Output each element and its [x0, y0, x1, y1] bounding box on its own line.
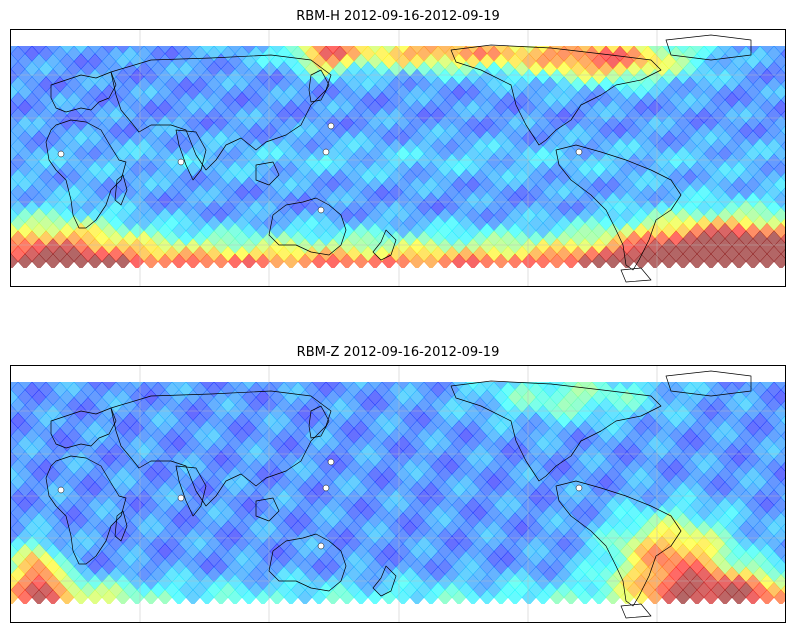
landmass-antarcticPeninsula: [620, 603, 652, 619]
landmass-newZealand: [372, 565, 397, 597]
landmass-greenland: [665, 370, 752, 397]
map-title-top: RBM-H 2012-09-16-2012-09-19: [296, 9, 500, 24]
landmass-southAmerica: [555, 144, 682, 271]
landmass-asia: [110, 54, 332, 171]
landmass-borneo: [255, 161, 280, 186]
landmass-sriLankaIndia: [175, 129, 207, 181]
landmass-madagascar: [114, 174, 128, 206]
landmass-africa: [45, 119, 127, 229]
map-panel-top: [10, 29, 786, 287]
graticule: [11, 30, 785, 286]
landmass-northAmerica: [450, 380, 662, 482]
map-panel-bottom: [10, 365, 786, 623]
map-title-bottom: RBM-Z 2012-09-16-2012-09-19: [296, 345, 500, 360]
landmass-japan: [308, 69, 330, 103]
landmass-asia: [110, 390, 332, 507]
landmass-antarcticPeninsula: [620, 267, 652, 283]
landmass-africa: [45, 455, 127, 565]
landmass-sriLankaIndia: [175, 465, 207, 517]
landmass-northAmerica: [450, 44, 662, 146]
landmass-japan: [308, 405, 330, 439]
data-field: [11, 46, 785, 268]
landmass-newZealand: [372, 229, 397, 261]
landmass-borneo: [255, 497, 280, 522]
landmass-southAmerica: [555, 480, 682, 607]
data-field: [11, 382, 785, 604]
data-gaps: [57, 122, 583, 214]
landmass-australia: [268, 197, 347, 256]
landmass-europe: [50, 71, 117, 113]
graticule: [11, 366, 785, 622]
landmass-greenland: [665, 34, 752, 61]
landmass-madagascar: [114, 510, 128, 542]
landmass-australia: [268, 533, 347, 592]
map-canvas-bottom: [11, 366, 785, 622]
landmass-europe: [50, 407, 117, 449]
map-canvas-top: [11, 30, 785, 286]
coastlines: [45, 370, 752, 619]
coastlines: [45, 34, 752, 283]
data-gaps: [57, 458, 583, 550]
